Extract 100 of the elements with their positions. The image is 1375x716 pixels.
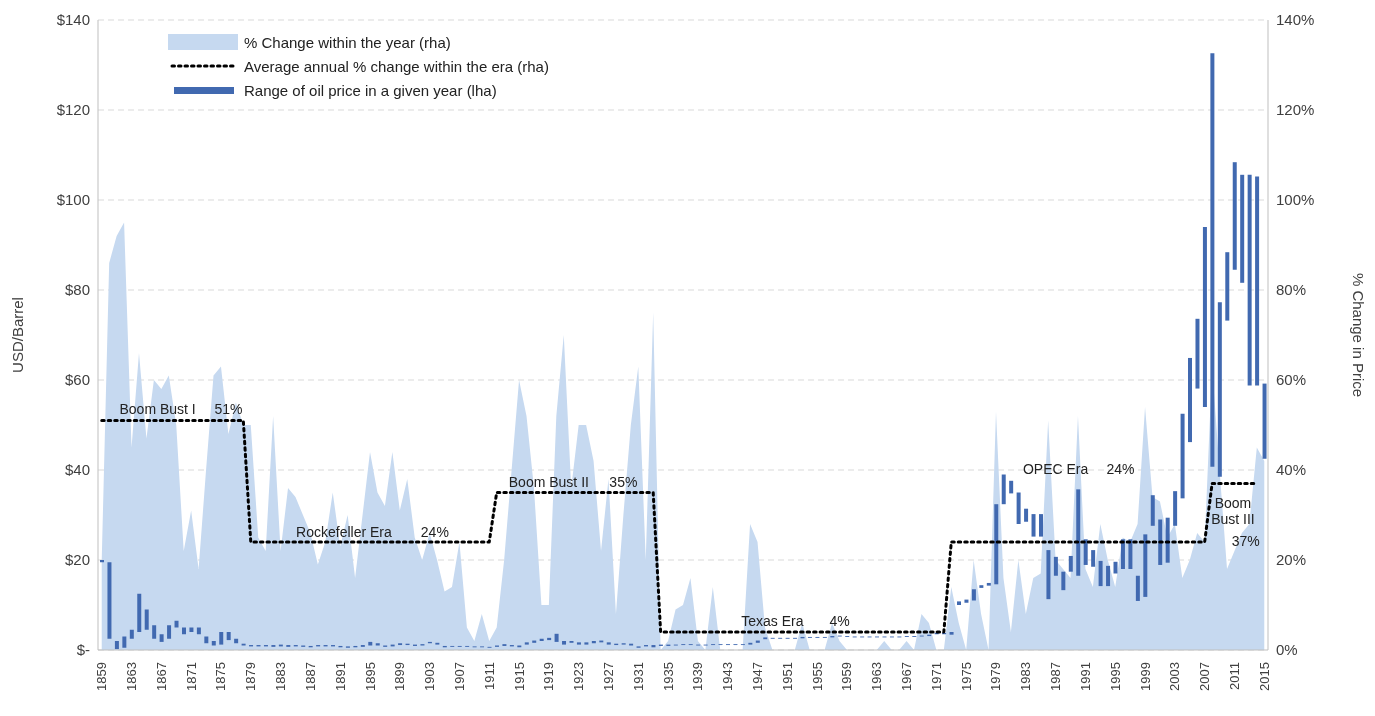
y-axis-title: USD/Barrel [9,297,27,373]
bar [986,582,991,586]
annotation: 24% [420,523,449,540]
bar [1232,162,1237,270]
x-tick-label: 2007 [1197,662,1213,691]
bar [1068,555,1073,572]
x-tick-label: 1999 [1137,662,1153,691]
bar [1091,550,1096,567]
bar [576,642,581,645]
annotation: OPEC Era [1022,460,1089,477]
x-tick-label: 1955 [809,662,825,691]
bar [159,634,164,642]
x-tick-label: 1991 [1077,662,1093,691]
bar [949,632,954,635]
x-tick-label: 1975 [958,662,974,691]
bar [211,641,216,646]
y-tick-label: $60 [64,371,90,389]
y2-tick-label: 20% [1276,551,1307,569]
bar [1217,302,1222,477]
bar [1158,519,1163,565]
annotation: 37% [1231,533,1260,550]
bar [584,642,589,645]
legend-label: Average annual % change within the era (rha) [244,57,549,75]
bar [167,625,172,639]
bar [1173,491,1178,526]
bar [1128,539,1133,569]
bar [219,632,224,645]
bar [1053,556,1058,576]
bar [368,641,373,646]
y-tick-label: $20 [64,551,90,569]
y2-tick-label: 60% [1276,371,1307,389]
x-tick-label: 1979 [988,662,1004,691]
x-tick-label: 1863 [124,662,140,691]
bar [1210,53,1215,467]
bar [1135,575,1140,601]
bar [152,625,157,639]
y-tick-label: $140 [56,11,90,29]
x-tick-label: 1995 [1107,662,1123,691]
annotation: Boom Bust III [1211,494,1255,527]
bar [1240,174,1245,283]
y-tick-label: $80 [64,281,90,299]
x-tick-label: 1915 [511,662,527,691]
x-tick-label: 1883 [273,662,289,691]
bar [129,629,134,639]
bar [1262,383,1267,459]
x-tick-label: 1859 [94,662,110,691]
bar [107,562,112,639]
x-tick-label: 1923 [571,662,587,691]
bar [1202,227,1207,407]
bar [1061,571,1066,591]
x-tick-label: 1903 [422,662,438,691]
x-tick-label: 1871 [183,662,199,691]
x-tick-label: 1959 [839,662,855,691]
x-tick-label: 1935 [660,662,676,691]
bar [1225,252,1230,321]
y2-tick-label: 0% [1276,641,1298,659]
bar [1150,495,1155,526]
bar [1016,492,1021,524]
bar [1247,174,1252,386]
x-tick-label: 1943 [720,662,736,691]
bar [226,632,231,641]
bar [979,585,984,588]
x-tick-label: 1931 [630,662,646,691]
x-tick-label: 1879 [243,662,259,691]
bar [375,643,380,646]
bar [1165,517,1170,563]
bar [562,641,567,645]
bar [1031,514,1036,537]
x-tick-label: 1895 [362,662,378,691]
y-tick-label: $100 [56,191,90,209]
annotation: Boom Bust II [508,473,589,490]
y-tick-label: $- [76,641,90,659]
bar [1113,561,1118,574]
x-tick-label: 1911 [481,662,497,690]
y2-tick-label: 140% [1276,11,1315,29]
x-tick-label: 2015 [1256,662,1272,691]
annotation: Boom Bust I [119,401,196,418]
y-tick-label: $120 [56,101,90,119]
bar [524,642,529,645]
bar [554,633,559,642]
y2-tick-label: 120% [1276,101,1315,119]
x-tick-label: 2011 [1226,662,1242,690]
x-tick-label: 1983 [1018,662,1034,691]
bar [1195,318,1200,389]
bar [1120,539,1125,569]
bar [1076,489,1081,576]
x-tick-label: 1939 [690,662,706,691]
bar [1083,539,1088,565]
x-tick-label: 1951 [779,662,795,691]
bar [1106,565,1111,587]
annotation: 24% [1106,460,1135,477]
bar [957,601,962,605]
x-tick-label: 1967 [899,662,915,691]
x-tick-label: 1875 [213,662,229,691]
bar [122,636,127,648]
bar [1038,514,1043,537]
annotation: 51% [214,401,243,418]
bar [144,609,149,630]
bar [137,593,142,632]
bar [1009,480,1014,494]
